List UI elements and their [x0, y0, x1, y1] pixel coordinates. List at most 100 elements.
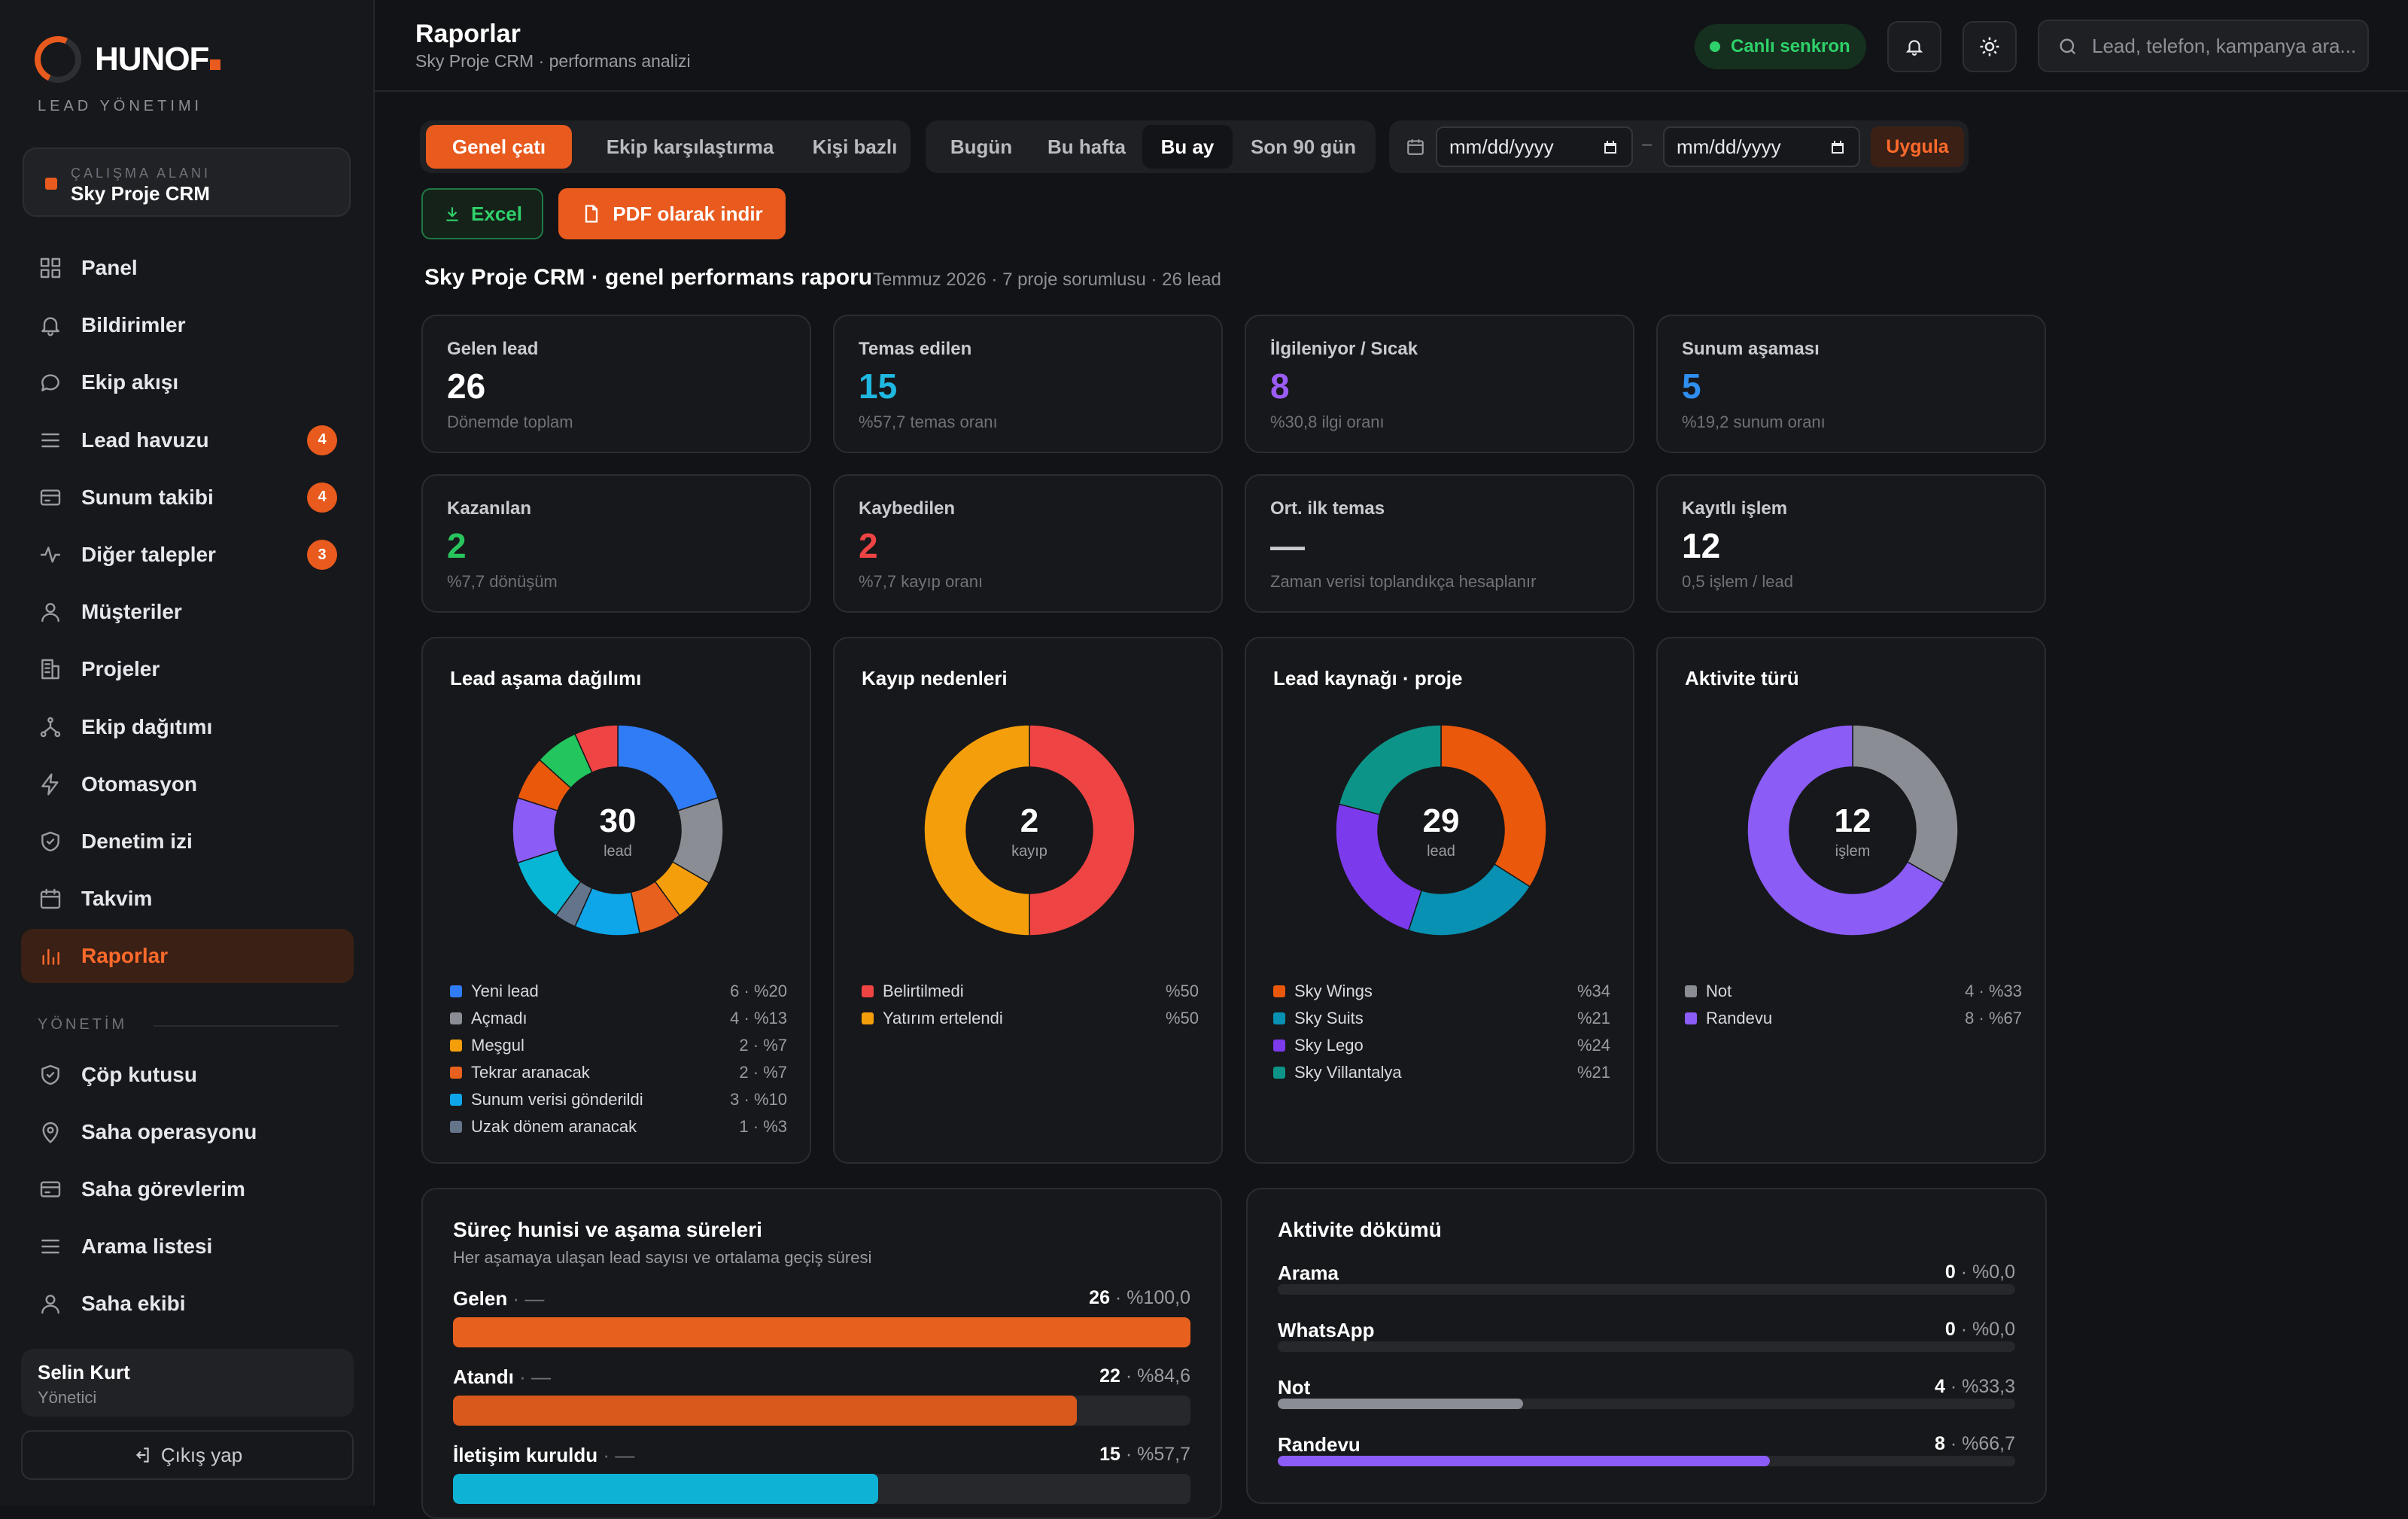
legend-swatch: [1273, 1012, 1285, 1024]
legend-value: %50: [1165, 982, 1199, 1000]
date-separator: –: [1642, 134, 1652, 154]
sidebar-item-label: Lead havuzu: [81, 428, 209, 452]
funnel-stage-percent: %57,7: [1137, 1444, 1190, 1465]
legend-swatch: [862, 1012, 874, 1024]
chart-icon: [36, 942, 65, 970]
sidebar-item-bildirimler[interactable]: Bildirimler: [21, 298, 354, 352]
user-card[interactable]: Selin Kurt Yönetici: [21, 1349, 354, 1417]
donut-slice[interactable]: [1335, 803, 1422, 932]
kpi-card: İlgileniyor / Sıcak 8 %30,8 ilgi oranı: [1245, 315, 1634, 453]
kpi-card: Kayıtlı işlem 12 0,5 işlem / lead: [1656, 474, 2046, 613]
period-bu-ay[interactable]: Bu ay: [1142, 125, 1233, 169]
activity-percent: %66,7: [1962, 1433, 2015, 1454]
sidebar-item-label: Saha görevlerim: [81, 1177, 245, 1201]
export-excel-button[interactable]: Excel: [421, 188, 543, 239]
sidebar-item-panel[interactable]: Panel: [21, 241, 354, 295]
funnel-stage-duration: —: [615, 1444, 635, 1466]
legend-item: Meşgul 2 · %7: [450, 1033, 787, 1060]
period-tabs: Bugün Bu hafta Bu ay Son 90 gün: [926, 120, 1376, 173]
sidebar-item-diğer-talepler[interactable]: Diğer talepler 3: [21, 528, 354, 582]
sidebar: HUNOF LEAD YÖNETIMI ÇALIŞMA ALANI Sky Pr…: [0, 0, 375, 1505]
sidebar-item-label: Saha ekibi: [81, 1292, 186, 1315]
tab-kisi-bazli[interactable]: Kişi bazlı: [812, 135, 898, 158]
donut-slice[interactable]: [1338, 724, 1442, 816]
legend-label: Sky Lego: [1294, 1036, 1364, 1055]
legend-swatch: [1273, 1067, 1285, 1079]
brand-name: HUNOF: [95, 41, 209, 78]
legend-label: Açmadı: [471, 1009, 528, 1027]
section-divider: [154, 1025, 339, 1027]
kpi-value: 2: [859, 526, 878, 565]
sidebar-item-denetim-izi[interactable]: Denetim izi: [21, 814, 354, 869]
workspace-switcher[interactable]: ÇALIŞMA ALANI Sky Proje CRM: [23, 148, 351, 217]
sidebar-item-müşteriler[interactable]: Müşteriler: [21, 585, 354, 639]
tab-genel-cati[interactable]: Genel çatı: [426, 125, 572, 169]
logout-button[interactable]: Çıkış yap: [21, 1430, 354, 1480]
sidebar-item-otomasyon[interactable]: Otomasyon: [21, 757, 354, 811]
activity-count: 0: [1944, 1262, 1956, 1283]
report-title: Sky Proje CRM · genel performans raporu: [424, 265, 873, 290]
legend-item: Uzak dönem aranacak 1 · %3: [450, 1114, 787, 1141]
date-from-value: mm/dd/yyyy: [1449, 135, 1554, 158]
global-search-input[interactable]: Lead, telefon, kampanya ara...: [2038, 20, 2369, 72]
activity-label: WhatsApp: [1278, 1319, 1375, 1341]
sidebar-item-arama-listesi[interactable]: Arama listesi: [21, 1219, 354, 1274]
funnel-stage-count: 22: [1099, 1365, 1120, 1387]
brand-logo[interactable]: HUNOF: [28, 29, 221, 90]
sidebar-item-sunum-takibi[interactable]: Sunum takibi 4: [21, 470, 354, 525]
donut-slice[interactable]: [1440, 724, 1547, 888]
sidebar-item-lead-havuzu[interactable]: Lead havuzu 4: [21, 413, 354, 467]
date-from-input[interactable]: mm/dd/yyyy: [1436, 126, 1633, 167]
legend-swatch: [450, 1040, 462, 1052]
legend-label: Sky Wings: [1294, 982, 1373, 1000]
donut-slice[interactable]: [1407, 863, 1531, 936]
activity-panel: Aktivite dökümü Arama 0 · %0,0 WhatsApp 0 ·…: [1246, 1188, 2047, 1504]
sidebar-item-projeler[interactable]: Projeler: [21, 642, 354, 696]
sidebar-item-çöp-kutusu[interactable]: Çöp kutusu: [21, 1048, 354, 1102]
user-icon: [36, 1289, 65, 1318]
period-bu-hafta[interactable]: Bu hafta: [1047, 135, 1126, 158]
donut-slice[interactable]: [617, 724, 719, 811]
workspace-dot-icon: [45, 178, 57, 190]
sidebar-item-label: Otomasyon: [81, 772, 198, 796]
donut-chart: [1335, 724, 1547, 936]
legend-value: 2 · %7: [739, 1036, 787, 1055]
kpi-note: %7,7 kayıp oranı: [859, 572, 984, 591]
period-son-90-gun[interactable]: Son 90 gün: [1250, 135, 1357, 158]
donut-slice[interactable]: [923, 724, 1030, 936]
legend-item: Randevu 8 · %67: [1685, 1006, 2022, 1033]
sidebar-item-raporlar[interactable]: Raporlar: [21, 929, 354, 984]
notifications-button[interactable]: [1887, 21, 1941, 72]
donut-chart-card: Lead kaynağı · proje 29 lead Sky Wings %34 Sk…: [1245, 637, 1634, 1164]
share-icon: [36, 713, 65, 741]
period-bugun[interactable]: Bugün: [950, 135, 1013, 158]
sidebar-item-label: Arama listesi: [81, 1234, 213, 1258]
funnel-bar-track: [453, 1317, 1190, 1347]
donut-slice[interactable]: [574, 724, 619, 774]
sidebar-item-label: Ekip akışı: [81, 370, 179, 394]
legend-value: 8 · %67: [1965, 1009, 2022, 1027]
sidebar-item-saha-görevlerim[interactable]: Saha görevlerim: [21, 1162, 354, 1216]
donut-slice[interactable]: [1029, 724, 1136, 936]
search-icon: [2060, 38, 2076, 55]
donut-slice[interactable]: [1852, 724, 1959, 884]
tab-ekip-karsilastirma[interactable]: Ekip karşılaştırma: [606, 135, 774, 158]
theme-toggle-button[interactable]: [1963, 21, 2017, 72]
date-to-input[interactable]: mm/dd/yyyy: [1663, 126, 1860, 167]
sidebar-item-saha-ekibi[interactable]: Saha ekibi: [21, 1277, 354, 1331]
legend-value: 3 · %10: [730, 1090, 787, 1109]
export-pdf-button[interactable]: PDF olarak indir: [558, 188, 786, 239]
sidebar-item-saha-operasyonu[interactable]: Saha operasyonu: [21, 1105, 354, 1159]
funnel-bar: [453, 1317, 1190, 1347]
kpi-label: Ort. ilk temas: [1270, 498, 1385, 519]
shield-icon: [36, 1061, 65, 1089]
donut-slice[interactable]: [1747, 724, 1945, 936]
apply-date-button[interactable]: Uygula: [1871, 126, 1964, 167]
legend-item: Sky Wings %34: [1273, 979, 1610, 1006]
sidebar-item-ekip-dağıtımı[interactable]: Ekip dağıtımı: [21, 700, 354, 754]
kpi-value: 8: [1270, 367, 1290, 406]
sidebar-item-takvim[interactable]: Takvim: [21, 872, 354, 926]
logout-icon: [135, 1447, 149, 1463]
legend-swatch: [1273, 1040, 1285, 1052]
sidebar-item-ekip-akışı[interactable]: Ekip akışı: [21, 355, 354, 409]
